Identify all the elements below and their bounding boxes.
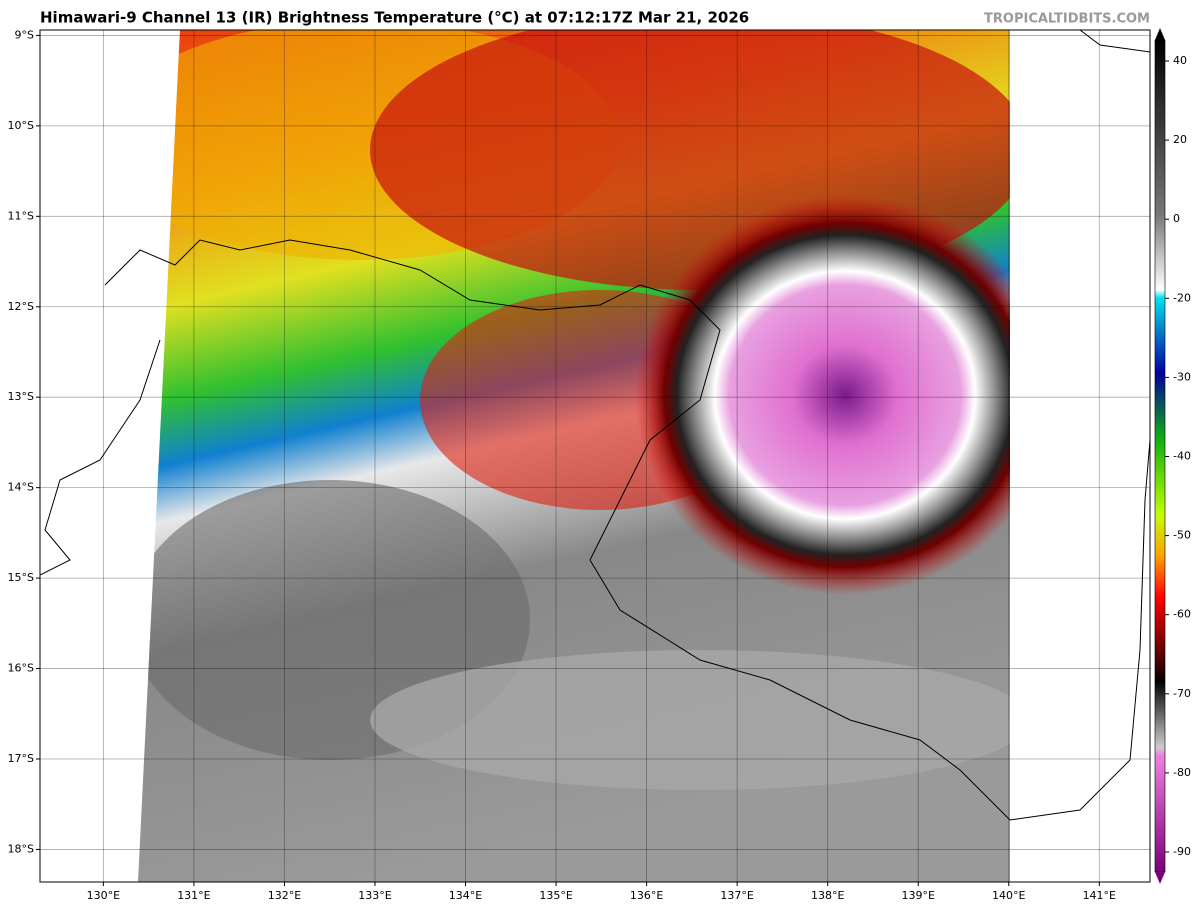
imagery bbox=[40, 30, 1150, 882]
lon-label: 140°E bbox=[992, 889, 1025, 902]
lon-label: 139°E bbox=[901, 889, 934, 902]
colorbar-label: -80 bbox=[1173, 766, 1191, 779]
colorbar-label: -40 bbox=[1173, 450, 1191, 463]
colorbar-label: -20 bbox=[1173, 291, 1191, 304]
title: Himawari-9 Channel 13 (IR) Brightness Te… bbox=[40, 9, 749, 27]
lon-label: 131°E bbox=[177, 889, 210, 902]
colorbar-label: -70 bbox=[1173, 687, 1191, 700]
colorbar-label: -30 bbox=[1173, 370, 1191, 383]
colorbar-extend-top bbox=[1155, 28, 1165, 40]
lat-label: 11°S bbox=[8, 209, 34, 222]
lat-label: 10°S bbox=[8, 119, 34, 132]
lat-label: 16°S bbox=[8, 662, 34, 675]
colorbar-label: 40 bbox=[1173, 54, 1187, 67]
map-frame bbox=[39, 29, 1151, 883]
lat-label: 9°S bbox=[15, 28, 34, 41]
lon-label: 136°E bbox=[630, 889, 663, 902]
colorbar-extend-bottom bbox=[1155, 872, 1165, 884]
colorbar-label: -90 bbox=[1173, 845, 1191, 858]
lon-label: 138°E bbox=[811, 889, 844, 902]
colorbar-label: 0 bbox=[1173, 212, 1180, 225]
credit: TROPICALTIDBITS.COM bbox=[984, 12, 1150, 27]
lon-label: 133°E bbox=[358, 889, 391, 902]
lon-label: 137°E bbox=[720, 889, 753, 902]
lat-label: 12°S bbox=[8, 300, 34, 313]
lon-label: 130°E bbox=[87, 889, 120, 902]
lon-label: 134°E bbox=[449, 889, 482, 902]
lat-label: 18°S bbox=[8, 842, 34, 855]
lat-label: 13°S bbox=[8, 390, 34, 403]
lat-label: 15°S bbox=[8, 571, 34, 584]
lon-label: 135°E bbox=[539, 889, 572, 902]
lon-label: 141°E bbox=[1083, 889, 1116, 902]
colorbar-label: 20 bbox=[1173, 133, 1187, 146]
colorbar-label: -60 bbox=[1173, 608, 1191, 621]
lon-label: 132°E bbox=[268, 889, 301, 902]
lat-label: 14°S bbox=[8, 481, 34, 494]
colorbar-label: -50 bbox=[1173, 529, 1191, 542]
colorbar bbox=[1154, 39, 1166, 873]
lat-label: 17°S bbox=[8, 752, 34, 765]
